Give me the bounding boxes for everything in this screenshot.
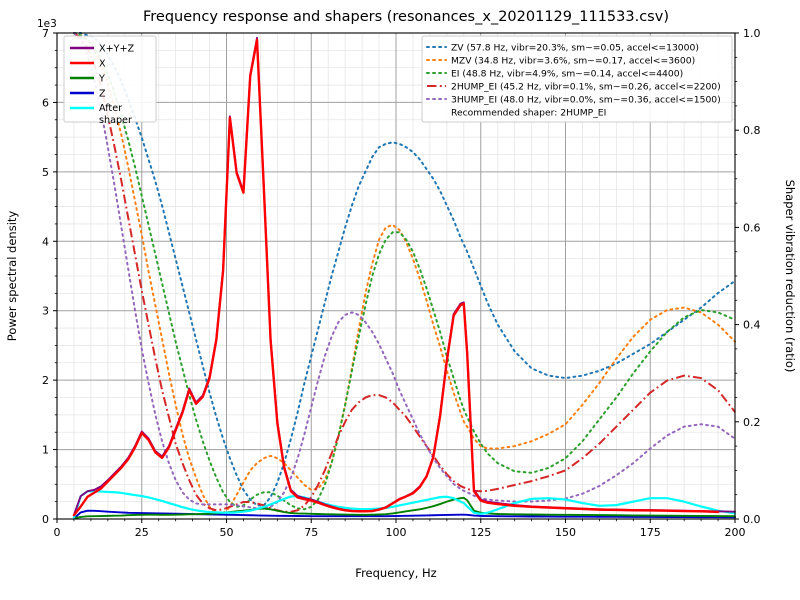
xtick-label-150: 150 bbox=[555, 526, 576, 539]
left-legend-label-1: X bbox=[99, 59, 106, 70]
left-legend-label-4-cont: shaper bbox=[99, 115, 132, 126]
series-line-x bbox=[72, 38, 720, 517]
y-axis-right-label: Shaper vibration reduction (ratio) bbox=[783, 180, 797, 373]
xtick-label-0: 0 bbox=[54, 526, 61, 539]
ytick-right-label-0: 0.0 bbox=[743, 513, 761, 526]
ytick-right-label-0.4: 0.4 bbox=[743, 319, 761, 332]
x-axis-label: Frequency, Hz bbox=[355, 566, 436, 580]
right-legend-label-2: EI (48.8 Hz, vibr=4.9%, sm~=0.14, accel<… bbox=[451, 68, 683, 79]
right-legend-box bbox=[421, 35, 733, 123]
ytick-right-label-0.8: 0.8 bbox=[743, 124, 761, 137]
right-legend-label-4: 3HUMP_EI (48.0 Hz, vibr=0.0%, sm~=0.36, … bbox=[451, 94, 721, 105]
series-line-2hump_ei bbox=[73, 32, 736, 513]
ytick-left-label-7000: 7 bbox=[42, 27, 49, 40]
ytick-left-label-6000: 6 bbox=[42, 96, 49, 109]
xtick-label-125: 125 bbox=[470, 526, 491, 539]
right-legend-label-1: MZV (34.8 Hz, vibr=3.6%, sm~=0.17, accel… bbox=[451, 55, 695, 66]
series-line-after-shaper bbox=[72, 490, 737, 519]
ytick-left-label-3000: 3 bbox=[42, 305, 49, 318]
xtick-label-200: 200 bbox=[725, 526, 746, 539]
right-legend-label-0: ZV (57.8 Hz, vibr=20.3%, sm~=0.05, accel… bbox=[451, 42, 699, 53]
chart-title: Frequency response and shapers (resonanc… bbox=[143, 9, 669, 25]
right-legend-label-3: 2HUMP_EI (45.2 Hz, vibr=0.1%, sm~=0.26, … bbox=[451, 81, 721, 92]
xtick-label-25: 25 bbox=[135, 526, 149, 539]
series-line-ei bbox=[72, 32, 736, 511]
ytick-right-label-1: 1.0 bbox=[743, 27, 761, 40]
recommended-shaper-note: Recommended shaper: 2HUMP_EI bbox=[451, 107, 606, 118]
ytick-left-label-2000: 2 bbox=[42, 374, 49, 387]
series-line-y bbox=[73, 496, 736, 520]
ytick-left-label-0: 0 bbox=[42, 513, 49, 526]
series-line-z bbox=[73, 509, 736, 520]
y-axis-left-label: Power spectral density bbox=[5, 211, 19, 342]
left-legend-label-0: X+Y+Z bbox=[99, 44, 135, 55]
series-line-zv bbox=[72, 32, 736, 507]
ytick-left-label-1000: 1 bbox=[42, 444, 49, 457]
xtick-label-50: 50 bbox=[220, 526, 234, 539]
xtick-label-75: 75 bbox=[304, 526, 318, 539]
y-axis-offset-text: 1e3 bbox=[37, 18, 57, 30]
ytick-left-label-5000: 5 bbox=[42, 166, 49, 179]
xtick-label-100: 100 bbox=[386, 526, 407, 539]
ytick-left-label-4000: 4 bbox=[42, 235, 49, 248]
left-legend-label-2: Y bbox=[98, 74, 105, 85]
left-legend-label-4: After bbox=[99, 103, 122, 114]
ytick-right-label-0.2: 0.2 bbox=[743, 416, 761, 429]
xtick-label-175: 175 bbox=[640, 526, 661, 539]
left-legend-box bbox=[63, 35, 157, 123]
series-line-3hump_ei bbox=[72, 32, 736, 510]
ytick-right-label-0.6: 0.6 bbox=[743, 221, 761, 234]
left-legend-label-3: Z bbox=[99, 89, 106, 100]
